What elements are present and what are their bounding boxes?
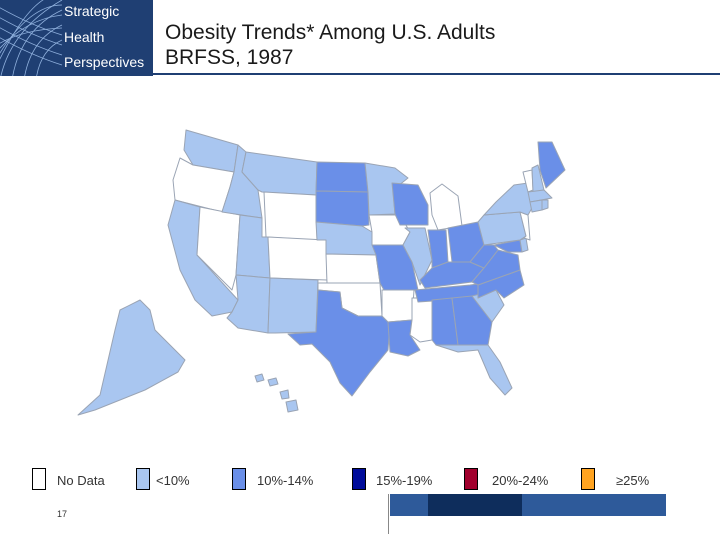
state-fl xyxy=(435,344,513,396)
logo: Strategic Health Perspectives xyxy=(0,0,153,76)
state-ma xyxy=(527,189,553,203)
state-ms xyxy=(409,297,433,343)
logo-line-1: Strategic xyxy=(64,3,120,19)
state-me xyxy=(537,141,566,189)
state-nm xyxy=(267,277,319,334)
legend-swatch-15-19 xyxy=(352,468,366,490)
legend-swatch-no-data xyxy=(32,468,46,490)
legend-swatch-20-24 xyxy=(464,468,478,490)
title-rule xyxy=(153,73,720,75)
legend-swatch-lt10 xyxy=(136,468,150,490)
legend-swatch-ge25 xyxy=(581,468,595,490)
state-ga xyxy=(451,295,493,346)
state-wy xyxy=(263,191,318,241)
title-line-1: Obesity Trends* Among U.S. Adults xyxy=(165,21,496,44)
state-co xyxy=(267,236,328,281)
state-il xyxy=(402,227,433,286)
state-wv xyxy=(469,244,499,269)
legend-label-lt10: <10% xyxy=(156,473,190,488)
state-tx xyxy=(287,289,391,397)
state-ks xyxy=(325,253,381,284)
state-ar xyxy=(381,289,415,323)
globe-grid-icon xyxy=(0,0,63,76)
logo-line-2: Health xyxy=(64,29,105,45)
legend-label-no-data: No Data xyxy=(57,473,105,488)
state-sd xyxy=(315,190,370,227)
legend: No Data <10% 10%-14% 15%-19% 20%-24% ≥25… xyxy=(0,468,720,494)
legend-label-10-14: 10%-14% xyxy=(257,473,314,488)
legend-label-ge25: ≥25% xyxy=(616,473,650,488)
state-ak xyxy=(77,299,186,416)
page-title: Obesity Trends* Among U.S. Adults BRFSS,… xyxy=(165,20,495,70)
logo-line-3: Perspectives xyxy=(64,54,145,70)
state-de xyxy=(519,237,529,253)
state-ut xyxy=(235,214,271,279)
legend-label-20-24: 20%-24% xyxy=(492,473,549,488)
legend-swatch-10-14 xyxy=(232,468,246,490)
footer-bar-1 xyxy=(390,494,428,516)
state-hi xyxy=(254,373,299,413)
state-ct xyxy=(529,199,543,213)
footer-divider xyxy=(388,494,389,534)
legend-label-15-19: 15%-19% xyxy=(376,473,433,488)
state-nd xyxy=(315,161,369,193)
state-ri xyxy=(541,199,549,211)
state-ny xyxy=(483,182,533,216)
page-number: 17 xyxy=(57,509,68,519)
state-wi xyxy=(391,182,429,226)
footer-bar-2 xyxy=(428,494,522,516)
title-line-2: BRFSS, 1987 xyxy=(165,46,294,69)
state-pa xyxy=(477,211,527,246)
state-mi xyxy=(429,183,463,231)
footer-bar-3 xyxy=(522,494,666,516)
